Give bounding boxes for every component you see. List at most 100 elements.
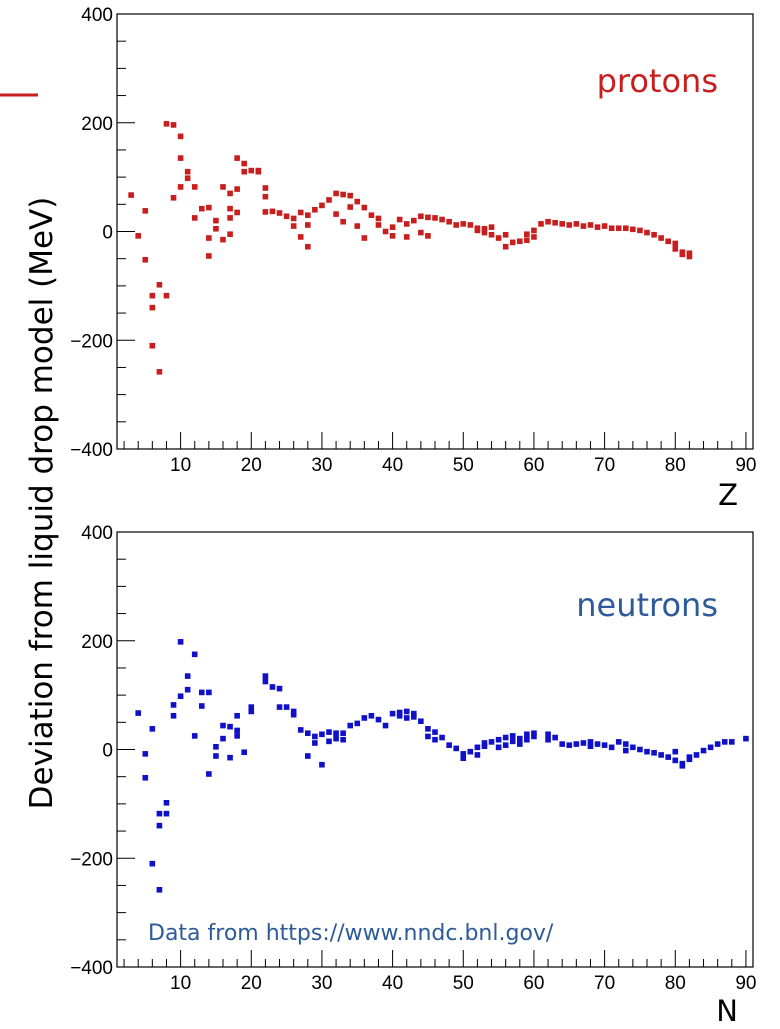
data-point (340, 730, 346, 736)
data-point (517, 238, 523, 245)
data-point (389, 233, 396, 239)
x-tick-label: 30 (311, 973, 332, 994)
data-point (524, 237, 530, 243)
y-tick-label: 200 (81, 632, 113, 653)
data-point (587, 743, 594, 750)
data-point (220, 184, 226, 190)
data-point (297, 209, 304, 216)
data-point (425, 214, 431, 221)
data-point (686, 754, 693, 760)
data-point (495, 736, 502, 743)
data-point (347, 722, 353, 729)
data-point (637, 746, 643, 753)
y-tick-label: 0 (102, 223, 113, 244)
data-point (707, 744, 714, 751)
data-point (502, 734, 509, 741)
data-point (382, 722, 389, 729)
data-point (177, 155, 184, 161)
data-point (170, 712, 177, 719)
data-point (594, 224, 601, 230)
y-tick-label: −200 (70, 849, 113, 870)
data-point (615, 739, 622, 745)
data-point (191, 651, 198, 658)
data-point (156, 810, 163, 817)
x-tick-label: 50 (453, 973, 474, 994)
data-point (488, 231, 495, 238)
data-point (481, 225, 488, 232)
data-point (573, 221, 580, 227)
data-point (149, 726, 156, 732)
data-point (502, 742, 509, 748)
data-point (481, 740, 488, 746)
y-tick-label: 400 (81, 5, 113, 26)
data-point (552, 220, 558, 226)
x-ticks: 10 20 30 40 50 60 70 80 90 (123, 432, 757, 476)
data-point (403, 234, 410, 240)
data-point (467, 222, 474, 228)
data-point (672, 246, 679, 252)
data-point (714, 741, 721, 747)
data-point (283, 704, 290, 710)
data-point (290, 223, 297, 229)
data-point (163, 810, 170, 817)
x-axis-title: N (716, 994, 738, 1028)
data-point (552, 734, 558, 741)
data-point (135, 710, 141, 716)
data-point (213, 217, 219, 224)
data-point (679, 251, 686, 258)
data-point (184, 175, 191, 182)
data-point (283, 213, 290, 220)
data-point (517, 735, 523, 742)
y-tick-label: −200 (70, 331, 113, 352)
data-point (538, 221, 544, 227)
data-point (262, 209, 269, 215)
y-axis-label: Deviation from liquid drop model (MeV) (24, 197, 60, 810)
x-tick-label: 90 (735, 455, 756, 476)
data-point (142, 256, 149, 263)
data-point (630, 226, 636, 233)
x-tick-label: 40 (382, 973, 403, 994)
data-point (248, 167, 255, 174)
data-source-annotation: Data from https://www.nndc.bnl.gov/ (148, 921, 554, 946)
data-point (312, 740, 318, 746)
data-point (184, 686, 191, 693)
data-point (177, 184, 184, 190)
data-point (559, 741, 565, 747)
data-point (156, 368, 163, 375)
data-point (199, 689, 205, 696)
data-point (319, 731, 325, 738)
data-point (368, 212, 375, 218)
data-point (319, 761, 325, 768)
data-point (248, 704, 255, 710)
data-point (644, 229, 650, 236)
data-point (354, 223, 361, 229)
data-point (432, 729, 438, 735)
data-point (389, 224, 396, 230)
data-point (206, 689, 212, 696)
data-point (432, 215, 438, 221)
data-point (644, 748, 650, 755)
data-point (326, 729, 332, 735)
data-point (199, 703, 205, 709)
data-point (509, 733, 516, 739)
data-point (206, 235, 212, 241)
data-point (453, 222, 459, 228)
data-point (566, 222, 573, 228)
data-point (672, 757, 679, 764)
series-label-protons: protons (597, 62, 718, 100)
data-point (545, 731, 551, 738)
data-point (432, 736, 438, 743)
data-point (580, 740, 587, 746)
data-point (481, 743, 488, 750)
data-point (276, 210, 283, 216)
data-point (453, 745, 459, 752)
data-point (623, 741, 629, 747)
data-point (651, 749, 657, 756)
data-point (672, 240, 679, 247)
data-point (276, 685, 283, 692)
x-tick-label: 30 (311, 455, 332, 476)
data-point (354, 198, 361, 205)
data-point (177, 693, 184, 700)
data-point (474, 744, 481, 751)
data-point (559, 221, 565, 227)
